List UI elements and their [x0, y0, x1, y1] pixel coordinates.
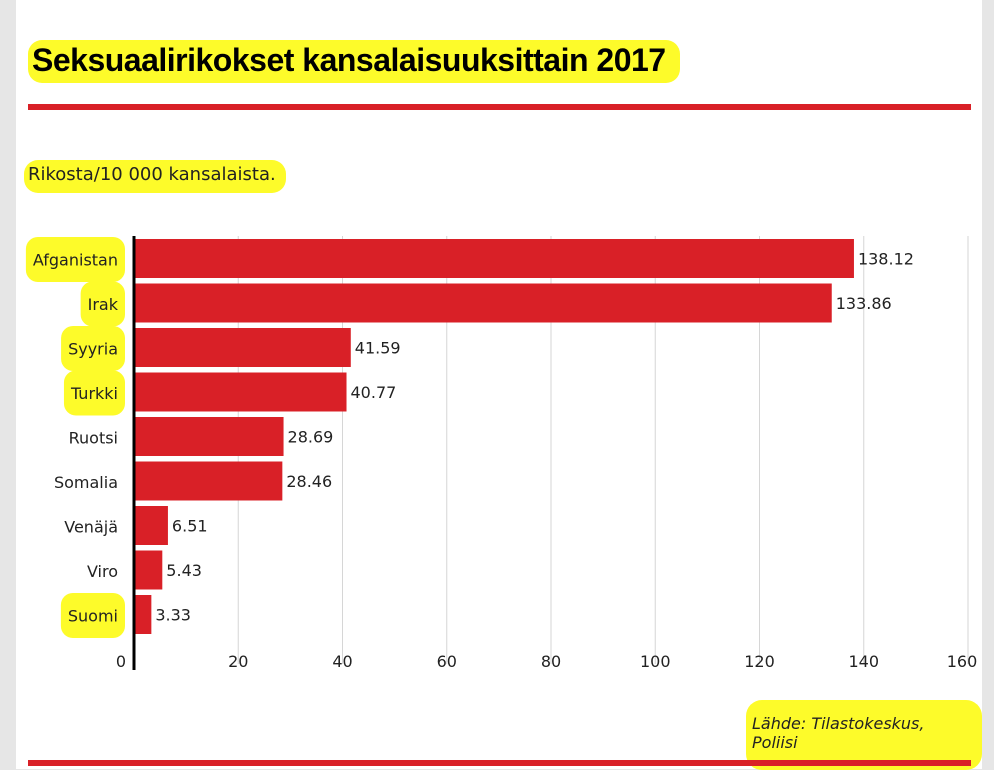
- chart-subtitle: Rikosta/10 000 kansalaista.: [24, 160, 286, 193]
- bar-suomi: [134, 595, 152, 634]
- label-highlight: [61, 326, 125, 371]
- category-label: Syyria: [68, 340, 118, 359]
- value-label: 3.33: [155, 606, 191, 625]
- x-tick-label: 60: [437, 652, 457, 671]
- value-label: 28.69: [288, 428, 334, 447]
- label-highlight: [25, 237, 125, 282]
- bar-somalia: [134, 461, 283, 501]
- page-title: Seksuaalirikokset kansalaisuuksittain 20…: [28, 40, 680, 83]
- category-label: Viro: [87, 562, 118, 581]
- x-tick-label: 140: [848, 652, 879, 671]
- bar-venäjä: [134, 506, 168, 545]
- bar-ruotsi: [134, 417, 284, 456]
- value-label: 138.12: [858, 250, 914, 269]
- highlight-layer: [25, 237, 125, 638]
- bar-viro: [134, 550, 163, 590]
- value-label: 6.51: [172, 517, 208, 536]
- label-highlight: [80, 281, 125, 327]
- category-label: Somalia: [54, 473, 118, 492]
- value-label: 133.86: [836, 294, 892, 313]
- value-label: 40.77: [351, 383, 397, 402]
- x-tick-label: 160: [947, 652, 978, 671]
- bar-irak: [134, 283, 832, 323]
- x-tick-label: 100: [640, 652, 671, 671]
- x-tick-label: 40: [332, 652, 352, 671]
- category-label: Venäjä: [64, 518, 118, 537]
- title-wrap: Seksuaalirikokset kansalaisuuksittain 20…: [28, 40, 680, 83]
- value-label: 41.59: [355, 339, 401, 358]
- category-label: Turkki: [70, 384, 118, 403]
- category-label: Suomi: [68, 607, 118, 626]
- x-tick-label: 120: [744, 652, 775, 671]
- label-highlight: [63, 370, 125, 416]
- bar-syyria: [134, 328, 351, 367]
- x-tick-label: 20: [228, 652, 248, 671]
- category-label: Irak: [88, 295, 119, 314]
- value-label: 28.46: [286, 472, 332, 491]
- x-tick-label: 80: [541, 652, 561, 671]
- label-highlight: [60, 593, 125, 638]
- bottom-divider: [28, 760, 971, 766]
- bars: [134, 239, 854, 634]
- chart-card: Seksuaalirikokset kansalaisuuksittain 20…: [16, 0, 982, 770]
- value-label: 5.43: [166, 561, 202, 580]
- x-tick-label: 0: [116, 652, 126, 671]
- category-label: Afganistan: [33, 251, 118, 270]
- bar-chart: 0 20 40 60 80 100 120 140 160 138.12 Afganistan 133…: [25, 236, 977, 672]
- labels: 0 20 40 60 80 100 120 140 160 138.12 Afganistan 133…: [33, 250, 977, 672]
- bar-turkki: [134, 372, 347, 412]
- category-label: Ruotsi: [69, 429, 118, 448]
- top-divider: [28, 104, 971, 110]
- source-note: Lähde: Tilastokeskus, Poliisi: [746, 700, 982, 770]
- bar-afganistan: [134, 239, 854, 278]
